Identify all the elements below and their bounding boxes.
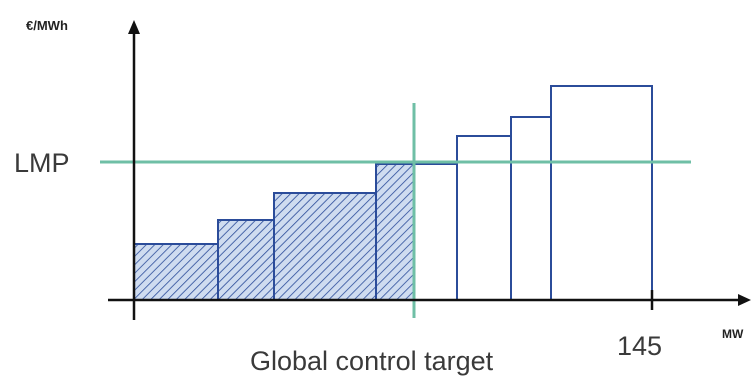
y-axis-unit-label: €/MWh [26,18,68,33]
y-axis-arrow [128,20,140,34]
block-8 [550,85,653,301]
block-7 [510,116,552,301]
axes [108,20,751,320]
undispatched-blocks [413,85,653,301]
block-4 [375,163,415,301]
block-3 [273,192,377,301]
x-axis-unit-label: MW [722,327,744,341]
tick-145-label: 145 [617,331,662,361]
lmp-label: LMP [14,148,70,178]
block-5 [413,163,458,301]
control-target-label: Global control target [250,346,494,376]
x-axis-arrow [738,294,751,306]
block-2 [217,219,275,301]
block-1 [133,243,219,301]
dispatched-blocks [133,163,415,301]
